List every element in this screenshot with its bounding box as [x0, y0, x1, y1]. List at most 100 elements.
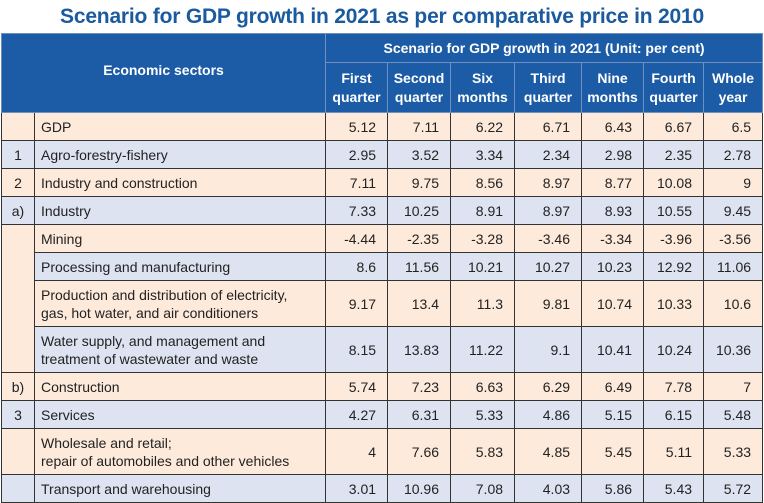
value-cell: 10.74 [581, 280, 645, 327]
column-header-line: Fourth [651, 69, 696, 86]
column-header-line: year [718, 88, 748, 105]
value-cell: 5.11 [643, 428, 705, 475]
value-cell: 6.71 [514, 112, 583, 141]
table-row: 3 Services 4.27 6.31 5.33 4.86 5.15 6.15 5.48 [1, 400, 764, 429]
value-cell: 5.33 [703, 428, 764, 475]
value-cell: 3.34 [450, 140, 516, 169]
value-cell: 5.86 [581, 474, 645, 503]
table-row: b) Construction 5.74 7.23 6.63 6.29 6.49 7.78 7 [1, 372, 764, 401]
column-header-line: First [341, 69, 372, 86]
table-row: 1 Agro-forestry-fishery 2.95 3.52 3.34 2.34 2.… [1, 140, 764, 169]
value-cell: 2.35 [643, 140, 705, 169]
value-cell: 10.27 [514, 252, 583, 281]
value-cell: 9.45 [703, 196, 764, 225]
sector-name: Processing and manufacturing [33, 252, 327, 281]
column-header-line: Whole [712, 69, 755, 86]
value-cell: 5.74 [325, 372, 389, 401]
value-cell: 11.22 [450, 326, 516, 373]
value-cell: 6.29 [514, 372, 583, 401]
value-cell: 5.48 [703, 400, 764, 429]
value-cell: 3.52 [387, 140, 452, 169]
value-cell: 4.85 [514, 428, 583, 475]
column-header: Nine months [581, 62, 645, 113]
economic-sectors-header: Economic sectors [0, 33, 327, 113]
column-header-line: Nine [597, 69, 628, 86]
sector-name: Construction [33, 372, 327, 401]
table-row: Wholesale and retail; repair of automobil… [1, 428, 764, 475]
value-cell: 10.08 [643, 168, 705, 197]
sector-name-line: Construction [41, 378, 120, 395]
value-cell: 6.43 [581, 112, 645, 141]
table-row: Water supply, and management and treatmen… [2, 326, 764, 373]
value-cell: 10.36 [703, 326, 764, 373]
value-cell: 6.49 [581, 372, 645, 401]
value-cell: 8.97 [514, 196, 583, 225]
column-header: Third quarter [514, 62, 583, 113]
value-cell: 10.21 [450, 252, 516, 281]
column-header: Fourth quarter [643, 62, 705, 113]
sector-name: Wholesale and retail; repair of automobil… [33, 428, 327, 475]
table-row: Mining -4.44 -2.35 -3.28 -3.46 -3.34 -3.96 -3.5… [1, 224, 764, 373]
column-header-line: Second [393, 69, 445, 86]
table-row: GDP 5.12 7.11 6.22 6.71 6.43 6.67 6.5 [1, 112, 764, 141]
sector-name-line: gas, hot water, and air conditioners [41, 304, 259, 321]
sector-name: Water supply, and management and treatmen… [33, 326, 327, 373]
row-index [1, 428, 35, 475]
value-cell: 10.55 [643, 196, 705, 225]
row-index: b) [1, 372, 35, 401]
table-row: a) Industry 7.33 10.25 8.91 8.97 8.93 10.55 9.45 [1, 196, 764, 225]
sector-name-line: Water supply, and management and [41, 332, 266, 349]
sector-name-line: GDP [41, 118, 72, 135]
row-index: 1 [1, 140, 35, 169]
column-header-line: months [587, 88, 638, 105]
column-header: Second quarter [387, 62, 452, 113]
sector-name-line: Mining [41, 230, 83, 247]
table-row: Transport and warehousing 3.01 10.96 7.08 4.… [1, 474, 764, 503]
sector-name: Mining [33, 224, 327, 253]
column-header: First quarter [325, 62, 389, 113]
row-index: a) [1, 196, 35, 225]
sector-name-line: repair of automobiles and other vehicles [41, 452, 290, 469]
value-cell: 10.33 [643, 280, 705, 327]
value-cell: 5.33 [450, 400, 516, 429]
row-index: 2 [1, 168, 35, 197]
sector-name-line: Industry and construction [41, 174, 198, 191]
value-cell: 4.27 [325, 400, 389, 429]
value-cell: -2.35 [387, 224, 452, 253]
value-cell: -3.46 [514, 224, 583, 253]
column-header-line: quarter [523, 88, 573, 105]
row-index [1, 474, 35, 503]
value-cell: 4.03 [514, 474, 583, 503]
value-cell: 3.01 [325, 474, 389, 503]
value-cell: 6.67 [643, 112, 705, 141]
value-cell: 8.77 [581, 168, 645, 197]
value-cell: 8.97 [514, 168, 583, 197]
value-cell: 10.23 [581, 252, 645, 281]
value-cell: 7.66 [387, 428, 452, 475]
value-cell: -4.44 [325, 224, 389, 253]
value-cell: 2.78 [703, 140, 764, 169]
value-cell: 10.25 [387, 196, 452, 225]
table-row: 2 Industry and construction 7.11 9.75 8.56 8.… [1, 168, 764, 197]
value-cell: 5.83 [450, 428, 516, 475]
value-cell: 10.24 [643, 326, 705, 373]
value-cell: 11.3 [450, 280, 516, 327]
column-header-line: months [457, 88, 508, 105]
value-cell: 8.91 [450, 196, 516, 225]
sector-name: Agro-forestry-fishery [33, 140, 327, 169]
value-cell: 5.15 [581, 400, 645, 429]
sector-name-line: Agro-forestry-fishery [41, 146, 168, 163]
sector-name: GDP [33, 112, 327, 141]
value-cell: 12.92 [643, 252, 705, 281]
sector-name: Services [33, 400, 327, 429]
value-cell: 8.56 [450, 168, 516, 197]
value-cell: 10.96 [387, 474, 452, 503]
sector-name: Industry [33, 196, 327, 225]
value-cell: 11.06 [703, 252, 764, 281]
row-index [1, 112, 35, 141]
table-row: Production and distribution of electrici… [2, 280, 764, 327]
value-cell: 6.5 [703, 112, 764, 141]
value-cell: 5.12 [325, 112, 389, 141]
gdp-scenario-table: Economic sectors Scenario for GDP growth… [0, 33, 764, 503]
value-cell: 9.75 [387, 168, 452, 197]
